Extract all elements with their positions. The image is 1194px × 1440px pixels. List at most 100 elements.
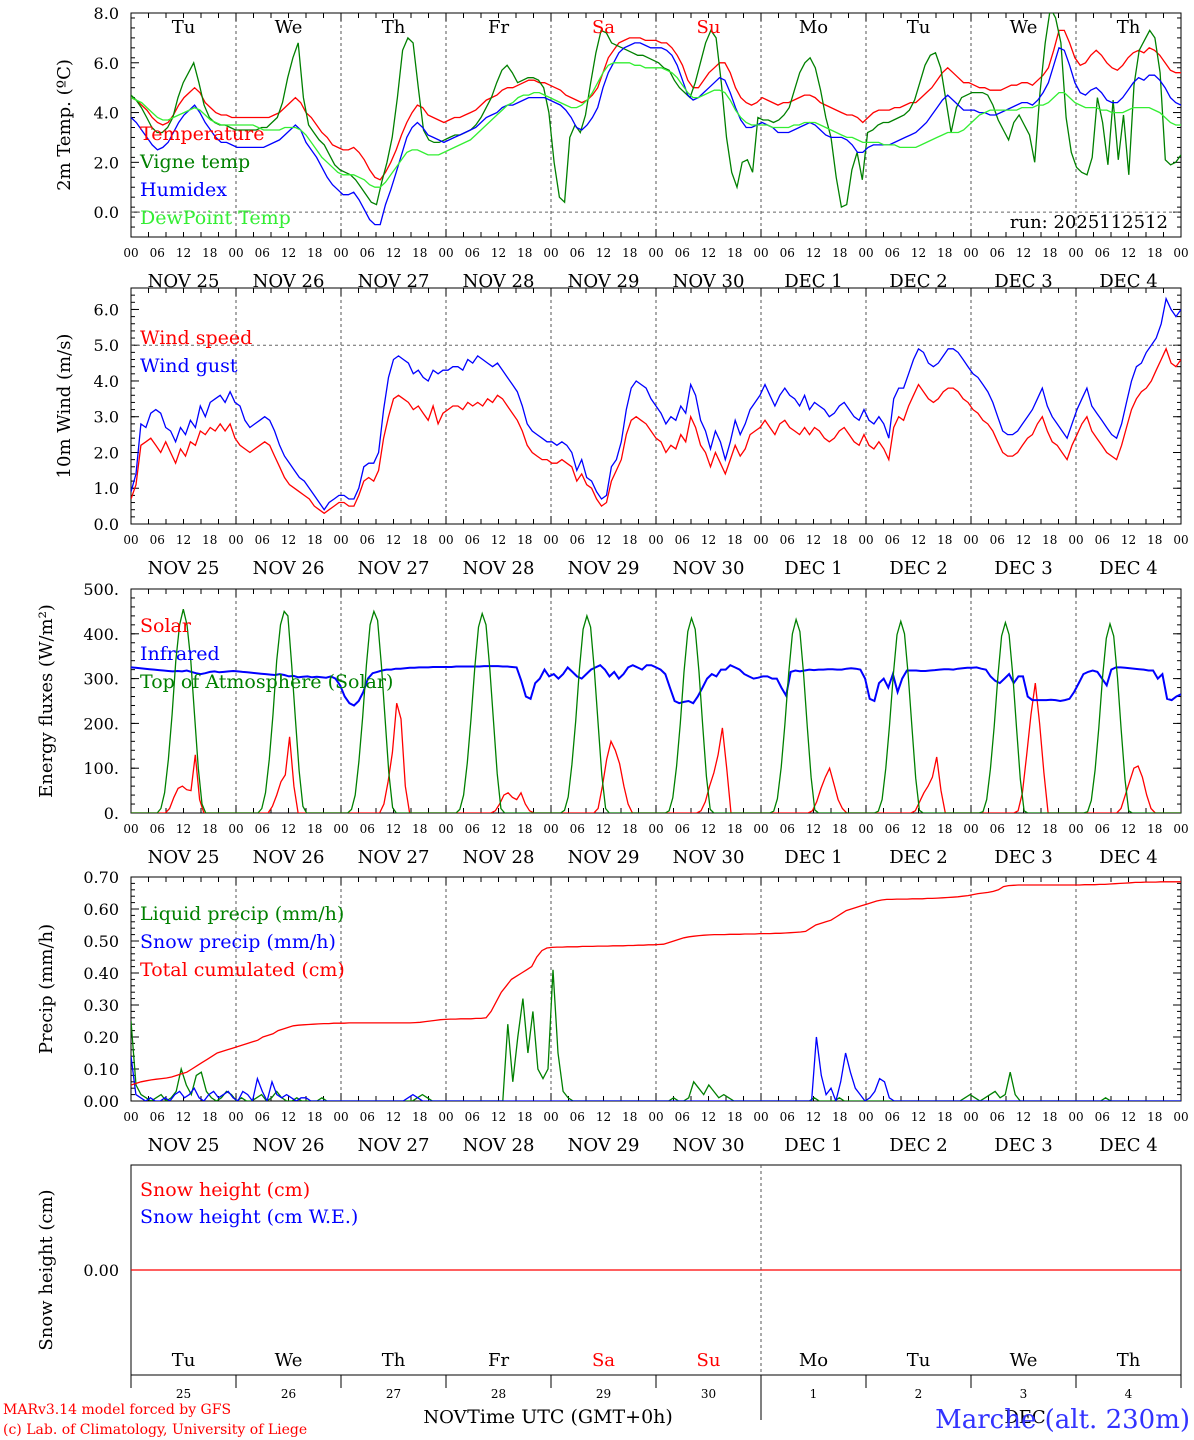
energy-hour-tick-label: 18 [832, 822, 847, 836]
wind-hour-tick-label: 06 [150, 533, 165, 547]
temperature-hour-tick-label: 06 [1095, 246, 1110, 260]
precip-hour-tick-label: 00 [1068, 1110, 1083, 1124]
wind-hour-tick-label: 12 [806, 533, 821, 547]
snow-y-axis-label: Snow height (cm) [36, 1189, 57, 1350]
bottom-day-number: 26 [281, 1387, 296, 1401]
energy-hour-tick-label: 18 [937, 822, 952, 836]
energy-hour-tick-label: 12 [806, 822, 821, 836]
bottom-day-number: 3 [1020, 1387, 1028, 1401]
energy-day-label: DEC 4 [1099, 847, 1158, 868]
temperature-hour-tick-label: 12 [596, 246, 611, 260]
energy-hour-tick-label: 18 [622, 822, 637, 836]
energy-y-axis-label: Energy fluxes (W/m²) [36, 604, 57, 798]
precip-hour-tick-label: 12 [176, 1110, 191, 1124]
energy-day-label: NOV 29 [568, 847, 640, 868]
month-label-nov: NOV [423, 1407, 467, 1428]
precip-y-tick-label: 0.30 [83, 996, 119, 1015]
weekday-label-bottom: Fr [488, 1350, 509, 1371]
wind-hour-tick-label: 06 [1095, 533, 1110, 547]
energy-hour-tick-label: 12 [176, 822, 191, 836]
energy-hour-tick-label: 00 [438, 822, 453, 836]
temperature-hour-tick-label: 12 [806, 246, 821, 260]
wind-day-label: DEC 3 [994, 558, 1053, 579]
energy-y-tick-label: 200. [83, 714, 119, 733]
temperature-hour-tick-label: 00 [543, 246, 558, 260]
precip-hour-tick-label: 06 [570, 1110, 585, 1124]
wind-y-tick-label: 1.0 [94, 479, 119, 498]
weekday-label-top: Th [382, 17, 406, 38]
wind-hour-tick-label: 00 [438, 533, 453, 547]
temperature-legend-vigne-temp: Vigne temp [139, 151, 250, 173]
wind-y-tick-label: 2.0 [94, 443, 119, 462]
wind-day-label: NOV 26 [253, 558, 325, 579]
weekday-label-top: Sa [592, 17, 615, 38]
precip-day-label: DEC 3 [994, 1135, 1053, 1156]
temperature-hour-tick-label: 00 [1068, 246, 1083, 260]
wind-hour-tick-label: 18 [1042, 533, 1057, 547]
wind-y-axis-label: 10m Wind (m/s) [54, 334, 75, 479]
wind-day-label: DEC 2 [889, 558, 948, 579]
temperature-day-label: NOV 25 [148, 271, 220, 292]
precip-hour-tick-label: 00 [543, 1110, 558, 1124]
weekday-label-bottom: Th [1117, 1350, 1141, 1371]
precip-hour-tick-label: 18 [622, 1110, 637, 1124]
bottom-day-number: 28 [491, 1387, 506, 1401]
energy-hour-tick-label: 18 [202, 822, 217, 836]
energy-hour-tick-label: 06 [465, 822, 480, 836]
temperature-hour-tick-label: 18 [937, 246, 952, 260]
wind-hour-tick-label: 12 [386, 533, 401, 547]
precip-hour-tick-label: 00 [963, 1110, 978, 1124]
energy-hour-tick-label: 00 [1173, 822, 1188, 836]
precip-hour-tick-label: 12 [911, 1110, 926, 1124]
wind-hour-tick-label: 00 [858, 533, 873, 547]
weekday-label-bottom: Th [382, 1350, 406, 1371]
temperature-y-axis-label: 2m Temp. (ºC) [54, 59, 75, 191]
precip-hour-tick-label: 06 [990, 1110, 1005, 1124]
temperature-day-label: DEC 3 [994, 271, 1053, 292]
temperature-day-label: NOV 29 [568, 271, 640, 292]
precip-day-label: NOV 27 [358, 1135, 430, 1156]
wind-series-wind-speed [131, 347, 1181, 515]
temperature-hour-tick-label: 00 [438, 246, 453, 260]
wind-hour-tick-label: 12 [281, 533, 296, 547]
wind-hour-tick-label: 12 [1016, 533, 1031, 547]
energy-hour-tick-label: 06 [780, 822, 795, 836]
wind-day-label: NOV 27 [358, 558, 430, 579]
energy-hour-tick-label: 00 [123, 822, 138, 836]
month-label-dec: DEC [1004, 1407, 1045, 1428]
wind-hour-tick-label: 06 [465, 533, 480, 547]
energy-hour-tick-label: 18 [1147, 822, 1162, 836]
precip-y-tick-label: 0.00 [83, 1092, 119, 1111]
energy-hour-tick-label: 00 [543, 822, 558, 836]
energy-hour-tick-label: 00 [648, 822, 663, 836]
temperature-hour-tick-label: 12 [281, 246, 296, 260]
precip-hour-tick-label: 00 [858, 1110, 873, 1124]
energy-hour-tick-label: 12 [911, 822, 926, 836]
run-label: run: 2025112512 [1010, 212, 1168, 233]
weekday-label-bottom: Tu [907, 1350, 931, 1371]
temperature-y-tick-label: 0.0 [94, 203, 119, 222]
precip-legend-total-cumulated-cm-: Total cumulated (cm) [140, 959, 345, 981]
energy-series-top-of-atmosphere-solar- [131, 609, 1181, 813]
precip-hour-tick-label: 00 [438, 1110, 453, 1124]
energy-hour-tick-label: 00 [963, 822, 978, 836]
energy-hour-tick-label: 00 [858, 822, 873, 836]
precip-hour-tick-label: 12 [491, 1110, 506, 1124]
wind-day-label: NOV 30 [673, 558, 745, 579]
bottom-day-number: 29 [596, 1387, 611, 1401]
energy-hour-tick-label: 12 [491, 822, 506, 836]
temperature-hour-tick-label: 18 [202, 246, 217, 260]
precip-hour-tick-label: 12 [1121, 1110, 1136, 1124]
weekday-label-top: We [275, 17, 303, 38]
temperature-day-label: NOV 28 [463, 271, 535, 292]
temperature-hour-tick-label: 00 [228, 246, 243, 260]
temperature-hour-tick-label: 18 [1042, 246, 1057, 260]
temperature-hour-tick-label: 18 [832, 246, 847, 260]
energy-hour-tick-label: 00 [228, 822, 243, 836]
weekday-label-top: Th [1117, 17, 1141, 38]
bottom-day-number: 2 [915, 1387, 923, 1401]
weekday-label-top: Mo [799, 17, 828, 38]
temperature-hour-tick-label: 06 [150, 246, 165, 260]
wind-hour-tick-label: 06 [885, 533, 900, 547]
